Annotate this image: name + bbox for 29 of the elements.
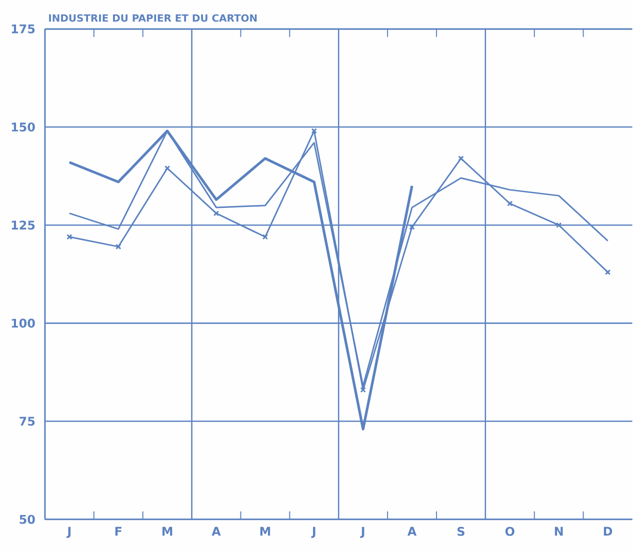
- y-tick-label: 100: [12, 318, 35, 328]
- x-tick-label: D: [604, 526, 612, 536]
- x-tick-label: J: [66, 526, 71, 538]
- point: [213, 210, 220, 216]
- point: [262, 234, 268, 240]
- y-tick-label: 150: [12, 122, 35, 132]
- chart-title: INDUSTRIE DU PAPIER ET DU CARTON: [49, 14, 257, 22]
- point: [360, 386, 366, 393]
- x-tick-label: O: [505, 526, 514, 536]
- point: [409, 224, 415, 230]
- x-tick-label: N: [554, 526, 563, 536]
- x-tick-label: F: [115, 526, 122, 536]
- y-tick-label: 75: [20, 416, 35, 426]
- x-tick-label: A: [407, 526, 417, 536]
- point: [311, 128, 317, 134]
- x-tick-label: J: [311, 526, 316, 538]
- point: [115, 244, 122, 250]
- point: [507, 200, 513, 206]
- y-tick-label: 50: [20, 514, 35, 524]
- point: [556, 222, 562, 228]
- x-tick-label: S: [458, 526, 464, 536]
- y-tick-label: 175: [12, 24, 35, 34]
- point: [164, 165, 170, 171]
- y-tick-label: 125: [12, 220, 35, 230]
- x-tick-label: M: [260, 526, 270, 536]
- x-tick-label: J: [360, 526, 364, 538]
- x-tick-label: M: [162, 526, 172, 536]
- x-tick-label: A: [212, 526, 221, 536]
- point: [458, 155, 464, 162]
